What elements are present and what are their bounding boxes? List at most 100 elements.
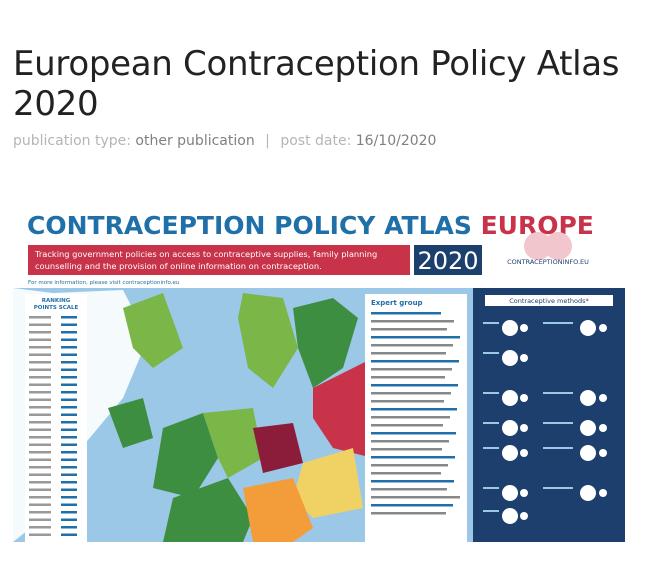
- year: 2020: [417, 247, 478, 275]
- decor-line: [371, 504, 453, 507]
- methods-panel: [473, 288, 625, 542]
- decor-line: [371, 456, 455, 459]
- decor-line: [483, 392, 499, 394]
- decor-line: [371, 496, 460, 499]
- decor-line: [371, 360, 459, 363]
- decor-line: [61, 353, 77, 356]
- decor-line: [61, 361, 77, 364]
- ranking-panel: [25, 294, 87, 542]
- decor-line: [543, 422, 573, 424]
- year-box: [414, 245, 482, 275]
- decor-line: [543, 322, 573, 324]
- meta-label: publication type:: [13, 133, 131, 149]
- ranking-rows: [29, 316, 77, 536]
- decor-line: [29, 376, 51, 379]
- expert-heading: Expert group: [371, 299, 423, 307]
- decor-line: [371, 416, 450, 419]
- decor-line: [61, 383, 77, 386]
- icon: [599, 489, 607, 497]
- decor-line: [29, 511, 51, 514]
- subtitle-band: [28, 245, 410, 275]
- decor-line: [61, 323, 77, 326]
- decor-line: [61, 511, 77, 514]
- more-info: For more information, please visit contr…: [28, 280, 179, 286]
- decor-line: [61, 316, 77, 319]
- decor-line: [29, 413, 51, 416]
- decor-line: [29, 428, 51, 431]
- icon: [502, 445, 518, 461]
- decor-line: [371, 392, 451, 395]
- subtitle: counselling and the provision of online …: [35, 261, 322, 271]
- methods-heading: Contraceptive methods*: [509, 297, 589, 305]
- expert-lines: [371, 312, 460, 515]
- decor-line: [29, 406, 51, 409]
- decor-line: [371, 488, 447, 491]
- decor-line: [483, 487, 499, 489]
- subtitle: Tracking government policies on access t…: [34, 249, 377, 259]
- icon: [502, 485, 518, 501]
- decor-line: [29, 436, 51, 439]
- decor-line: [371, 432, 456, 435]
- decor-line: [29, 338, 51, 341]
- methods-heading-bg: [485, 295, 613, 306]
- decor-line: [61, 488, 77, 491]
- icon: [502, 390, 518, 406]
- decor-line: [29, 526, 51, 529]
- icon: [520, 424, 528, 432]
- decor-line: [29, 533, 51, 536]
- meta-value[interactable]: other publication: [135, 133, 255, 149]
- decor-line: [29, 353, 51, 356]
- decor-line: [29, 481, 51, 484]
- decor-line: [61, 518, 77, 521]
- method-icons: [483, 320, 607, 524]
- meta-label: post date:: [280, 133, 352, 149]
- decor-line: [61, 428, 77, 431]
- decor-line: [371, 440, 449, 443]
- decor-line: [61, 526, 77, 529]
- decor-line: [371, 368, 452, 371]
- icon: [599, 424, 607, 432]
- decor-line: [29, 466, 51, 469]
- decor-line: [29, 421, 51, 424]
- decor-line: [483, 352, 499, 354]
- decor-line: [61, 421, 77, 424]
- decor-line: [371, 312, 441, 315]
- decor-line: [29, 361, 51, 364]
- decor-line: [61, 406, 77, 409]
- icon: [502, 508, 518, 524]
- decor-line: [371, 424, 443, 427]
- decor-line: [61, 503, 77, 506]
- decor-line: [61, 458, 77, 461]
- decor-line: [483, 510, 499, 512]
- decor-line: [61, 443, 77, 446]
- decor-line: [29, 518, 51, 521]
- icon: [502, 420, 518, 436]
- decor-line: [371, 352, 446, 355]
- decor-line: [371, 376, 445, 379]
- decor-line: [29, 458, 51, 461]
- decor-line: [61, 368, 77, 371]
- decor-line: [371, 400, 444, 403]
- icon: [599, 324, 607, 332]
- decor-line: [29, 316, 51, 319]
- decor-line: [61, 481, 77, 484]
- decor-line: [371, 384, 458, 387]
- decor-line: [371, 328, 447, 331]
- decor-line: [29, 391, 51, 394]
- decor-line: [371, 344, 453, 347]
- icon: [580, 445, 596, 461]
- decor-line: [29, 346, 51, 349]
- decor-line: [29, 323, 51, 326]
- decor-line: [371, 408, 457, 411]
- decor-line: [29, 443, 51, 446]
- decor-line: [371, 472, 441, 475]
- decor-line: [61, 391, 77, 394]
- decor-line: [371, 480, 454, 483]
- decor-line: [61, 473, 77, 476]
- decor-line: [483, 447, 499, 449]
- decor-line: [61, 346, 77, 349]
- decor-line: [371, 464, 448, 467]
- icon: [580, 390, 596, 406]
- decor-line: [61, 496, 77, 499]
- icon: [520, 354, 528, 362]
